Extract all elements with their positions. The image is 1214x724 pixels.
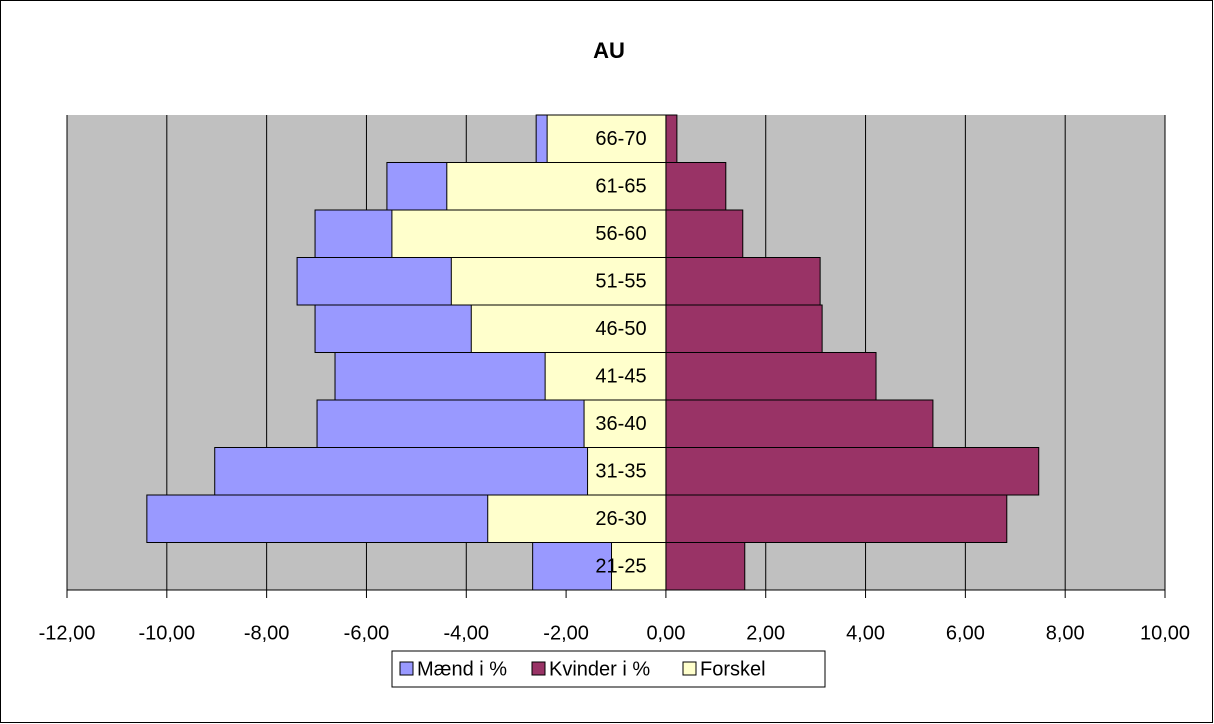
legend-swatch (531, 661, 546, 676)
y-tick-label: 61-65 (595, 176, 646, 198)
x-tick-label: 4,00 (846, 622, 885, 644)
y-tick-label: 21-25 (595, 556, 646, 578)
bar (391, 209, 667, 258)
y-tick-label: 41-45 (595, 366, 646, 388)
x-tick-label: -10,00 (138, 622, 195, 644)
y-tick-label: 31-35 (595, 461, 646, 483)
x-tick-label: 8,00 (1046, 622, 1085, 644)
bar (665, 542, 746, 591)
x-tick-label: -2,00 (543, 622, 589, 644)
legend-label: Kvinder i % (549, 658, 650, 680)
y-tick-label: 26-30 (595, 508, 646, 530)
chart-title: AU (593, 38, 625, 63)
legend-swatch (682, 661, 697, 676)
bar (665, 399, 934, 448)
bar (665, 447, 1040, 496)
y-tick-label: 46-50 (595, 318, 646, 340)
legend-swatch (399, 661, 414, 676)
bar (665, 352, 877, 401)
bar (446, 162, 667, 211)
bar (546, 114, 667, 163)
bar (544, 352, 667, 401)
bar (470, 304, 667, 353)
x-tick-label: -12,00 (39, 622, 96, 644)
x-tick-label: 0,00 (646, 622, 685, 644)
bar (583, 399, 667, 448)
y-tick-label: 51-55 (595, 271, 646, 293)
bar (665, 162, 727, 211)
bar (665, 257, 821, 306)
bar (665, 494, 1008, 543)
x-tick-label: -4,00 (443, 622, 489, 644)
x-tick-label: 6,00 (946, 622, 985, 644)
bar (487, 494, 667, 543)
legend-label: Mænd i % (417, 658, 507, 680)
bar (587, 447, 667, 496)
x-tick-label: -6,00 (344, 622, 390, 644)
x-tick-label: 10,00 (1140, 622, 1190, 644)
y-tick-label: 36-40 (595, 413, 646, 435)
legend-label: Forskel (700, 658, 766, 680)
bar (665, 209, 744, 258)
y-tick-label: 56-60 (595, 223, 646, 245)
legend-box (391, 650, 826, 688)
y-tick-label: 66-70 (595, 128, 646, 150)
bar (665, 114, 678, 163)
x-tick-label: -8,00 (244, 622, 290, 644)
bar (665, 304, 823, 353)
bar (611, 542, 667, 591)
x-tick-label: 2,00 (746, 622, 785, 644)
